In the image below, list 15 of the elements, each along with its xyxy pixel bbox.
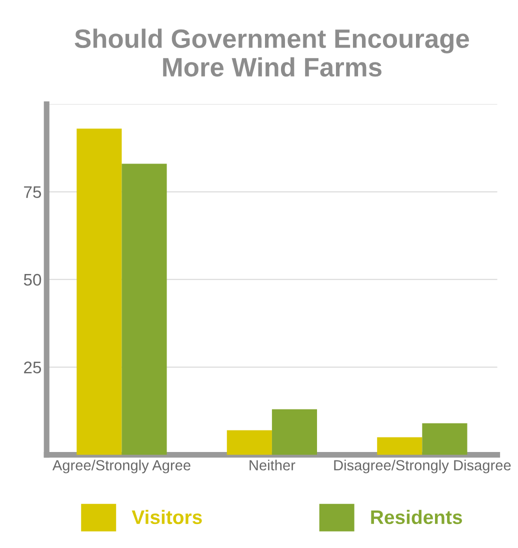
bar [76,128,122,455]
chart-title: Should Government Encourage More Wind Farms [74,28,470,77]
bar [122,164,167,455]
legend-label: Visitors [132,510,202,524]
y-tick-label: 50 [24,274,42,286]
bar [226,430,272,455]
x-tick-label: Neither [250,460,296,470]
x-tick-label: Agree/Strongly Agree [52,460,190,474]
bar [422,423,468,455]
x-tick-label: Disagree/Strongly Disagree [334,460,511,474]
bar [377,437,422,455]
y-tick-label: 25 [24,362,42,374]
bar [272,409,318,455]
legend-label: Residents [371,510,462,524]
y-tick-label: 75 [24,186,42,198]
